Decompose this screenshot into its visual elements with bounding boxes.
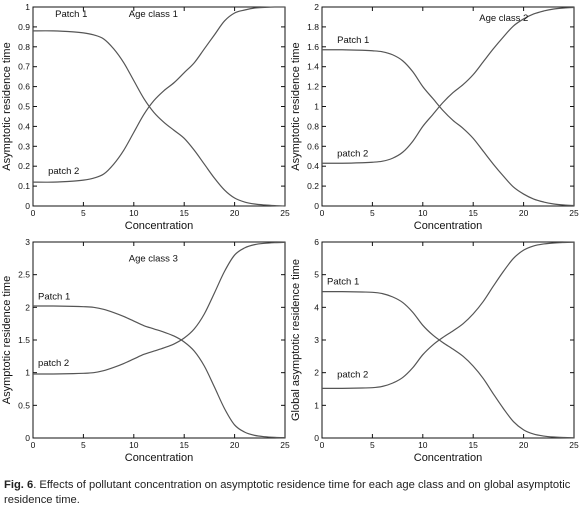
y-tick-label: 0.5 (18, 102, 30, 112)
y-tick-label: 0.4 (18, 121, 30, 131)
x-tick-label: 0 (31, 440, 36, 450)
y-tick-label: 0.8 (307, 121, 319, 131)
chart-annotation: Patch 1 (327, 276, 359, 287)
figure: 0 5 10 15 20 2500.10.20.30.40.50.60.70.80.91C… (1, 2, 579, 464)
y-tick-label: 0 (314, 201, 319, 211)
series-line-2 (321, 6, 575, 164)
y-tick-label: 0.8 (18, 42, 30, 52)
chart-annotation: Age class 1 (129, 9, 178, 20)
y-tick-label: 5 (314, 270, 319, 280)
x-tick-label: 25 (569, 208, 579, 218)
x-tick-label: 25 (569, 440, 579, 450)
y-tick-label: 0.7 (18, 62, 30, 72)
y-tick-label: 1 (314, 400, 319, 410)
x-tick-label: 15 (179, 208, 189, 218)
x-tick-label: 25 (280, 440, 290, 450)
x-tick-label: 20 (519, 208, 529, 218)
x-axis-label: Concentration (414, 452, 483, 464)
x-tick-label: 20 (230, 208, 240, 218)
y-tick-label: 0 (314, 433, 319, 443)
chart-annotation: Age class 3 (129, 254, 178, 265)
x-tick-label: 5 (81, 440, 86, 450)
y-axis-label: Global asymptotic residence time (290, 259, 302, 421)
y-tick-label: 0.9 (18, 22, 30, 32)
y-tick-label: 0 (25, 201, 30, 211)
y-tick-label: 1 (25, 2, 30, 12)
y-tick-label: 2 (314, 2, 319, 12)
chart-annotation: patch 2 (337, 148, 368, 159)
series-line-1 (32, 30, 286, 207)
x-tick-label: 10 (129, 440, 139, 450)
chart-panel-2: 0 5 10 15 20 25 0 0.2 0.4 0.6 0.8 1 1.2 1.4 1.6 1.8 2 Con… (290, 2, 579, 232)
chart-annotation: Patch 1 (337, 35, 369, 46)
x-axis-label: Concentration (414, 220, 483, 232)
y-tick-label: 2.5 (18, 270, 30, 280)
plot-frame (32, 241, 286, 439)
series-line-1 (32, 305, 286, 439)
y-tick-label: 0.6 (307, 141, 319, 151)
chart-annotation: patch 2 (337, 370, 368, 381)
chart-annotation: Age class 2 (479, 13, 528, 24)
y-tick-label: 1.5 (18, 335, 30, 345)
series-line-1 (321, 49, 575, 207)
y-tick-label: 1 (314, 102, 319, 112)
x-tick-label: 0 (31, 208, 36, 218)
series-line-1 (321, 291, 575, 439)
y-tick-label: 0.5 (18, 400, 30, 410)
y-tick-label: 1.4 (307, 62, 319, 72)
y-tick-label: 6 (314, 237, 319, 247)
x-tick-label: 15 (179, 440, 189, 450)
y-tick-label: 1 (25, 368, 30, 378)
y-axis-label: Asymptotic residence time (1, 42, 13, 170)
x-tick-label: 5 (370, 208, 375, 218)
x-axis-label: Concentration (125, 220, 194, 232)
chart-annotation: Patch 1 (38, 291, 70, 302)
x-tick-label: 10 (129, 208, 139, 218)
x-tick-label: 15 (468, 440, 478, 450)
chart-annotation: patch 2 (48, 166, 79, 177)
y-tick-label: 2 (314, 368, 319, 378)
x-tick-label: 0 (320, 440, 325, 450)
chart-annotation: patch 2 (38, 358, 69, 369)
x-tick-label: 5 (370, 440, 375, 450)
series-line-2 (321, 241, 575, 389)
chart-annotation: Patch 1 (55, 9, 87, 20)
chart-panel-4: 0 5 10 15 20 25 0 1 2 3 4 5 6 Concentration Global asy… (290, 237, 579, 464)
y-tick-label: 0.2 (307, 181, 319, 191)
y-tick-label: 0.3 (18, 141, 30, 151)
x-tick-label: 25 (280, 208, 290, 218)
series-line-2 (32, 6, 286, 183)
x-tick-label: 20 (519, 440, 529, 450)
x-axis-label: Concentration (125, 452, 194, 464)
x-tick-label: 15 (468, 208, 478, 218)
y-tick-label: 1.8 (307, 22, 319, 32)
y-tick-label: 4 (314, 302, 319, 312)
figure-caption: Fig. 6. Effects of pollutant concentrati… (4, 478, 578, 508)
y-tick-label: 3 (25, 237, 30, 247)
y-tick-label: 0 (25, 433, 30, 443)
y-tick-label: 1.2 (307, 82, 319, 92)
y-axis-label: Asymptotic residence time (1, 276, 13, 404)
x-tick-label: 0 (320, 208, 325, 218)
y-tick-label: 0.1 (18, 181, 30, 191)
caption-label: Fig. 6 (4, 479, 34, 491)
y-tick-label: 2 (25, 302, 30, 312)
y-tick-label: 0.4 (307, 161, 319, 171)
y-tick-label: 0.6 (18, 82, 30, 92)
chart-panel-3: 0 5 10 15 20 25 0 0.5 1 1.5 2 2.5 3 Concentration Asym… (1, 237, 290, 464)
chart-panel-1: 0 5 10 15 20 25 0 0.1 0.2 0.3 0.4 0.5 0.6 0.7 0.8 0.9 1 C… (1, 2, 290, 232)
plot-frame (321, 241, 575, 439)
x-tick-label: 10 (418, 208, 428, 218)
caption-text: . Effects of pollutant concentration on … (4, 479, 571, 506)
x-tick-label: 20 (230, 440, 240, 450)
y-axis-label: Asymptotic residence time (290, 42, 302, 170)
y-tick-label: 3 (314, 335, 319, 345)
y-tick-label: 1.6 (307, 42, 319, 52)
y-tick-label: 0.2 (18, 161, 30, 171)
x-tick-label: 10 (418, 440, 428, 450)
x-tick-label: 5 (81, 208, 86, 218)
series-line-2 (32, 241, 286, 375)
